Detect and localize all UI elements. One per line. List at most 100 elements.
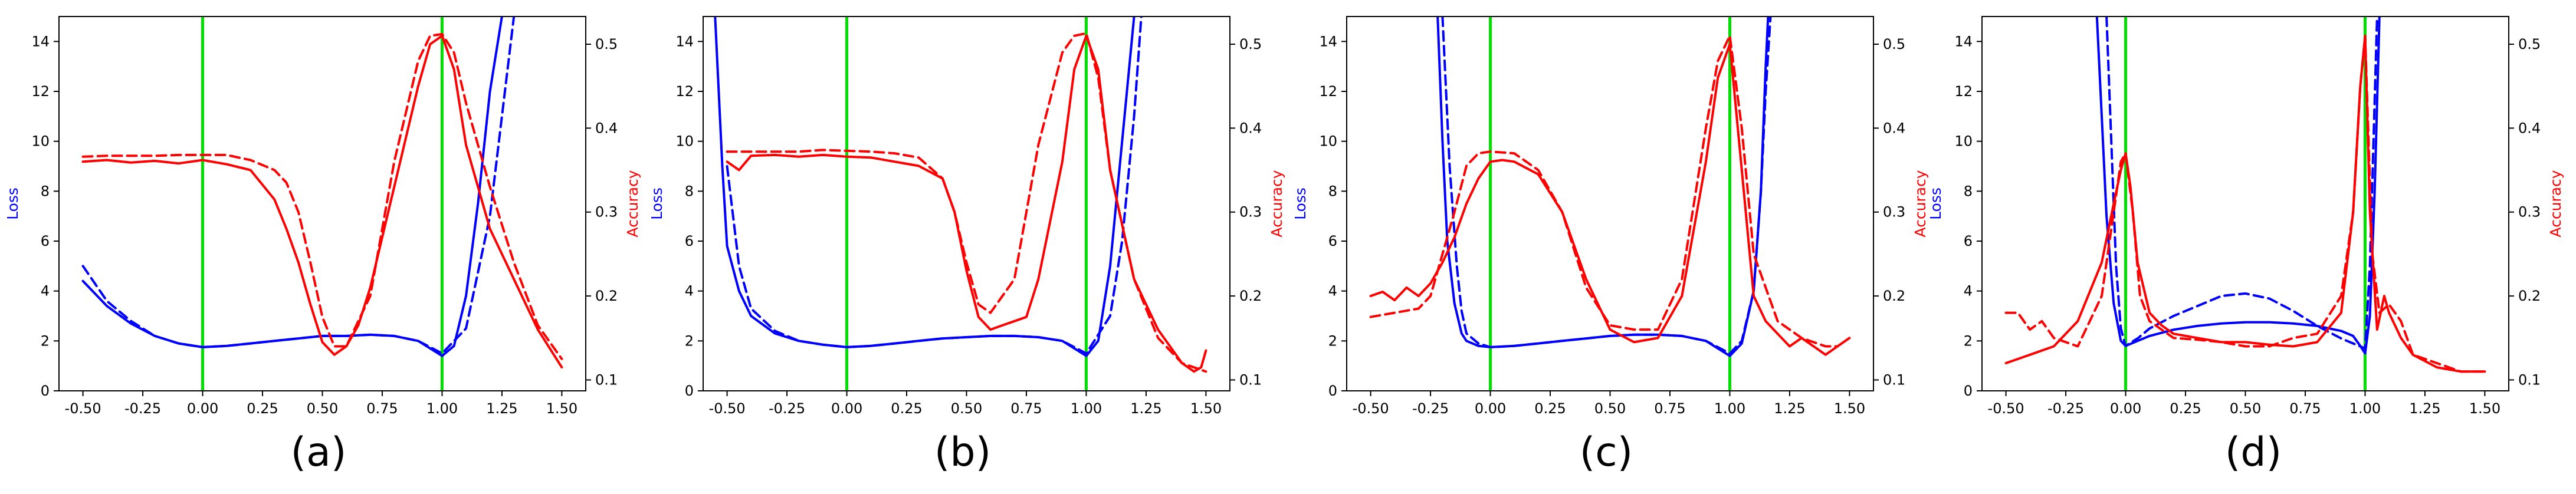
accuracy-dashed-line	[726, 32, 1207, 373]
accuracy-solid-line	[81, 34, 563, 369]
accuracy-tick-label: 0.1	[1239, 371, 1262, 388]
loss-tick-label: 8	[685, 183, 694, 199]
x-tick-label: 1.00	[1071, 400, 1102, 417]
accuracy-tick-label: 0.1	[1883, 371, 1905, 388]
accuracy-tick-label: 0.1	[595, 371, 618, 388]
chart-panel-2: -0.50 -0.25 0.00 0.25 0.50 0.75 1.00 1.25 1.50 0 2…	[648, 16, 1285, 476]
x-tick-label: 0.50	[2230, 400, 2261, 417]
x-tick-label: 1.00	[1714, 400, 1745, 417]
loss-tick-label: 2	[1964, 332, 1973, 349]
loss-dashed-line	[81, 17, 516, 355]
x-tick-label: 0.25	[247, 400, 278, 417]
accuracy-tick-label: 0.5	[595, 36, 618, 52]
accuracy-solid-line	[2004, 34, 2486, 373]
loss-dashed-line	[2105, 17, 2378, 350]
panel-label: (a)	[291, 429, 347, 476]
series-group	[1369, 17, 1851, 357]
accuracy-tick-label: 0.3	[1883, 204, 1905, 220]
accuracy-axis-label: Accuracy	[2547, 170, 2564, 237]
panel-label: (c)	[1580, 429, 1633, 476]
accuracy-solid-line	[726, 34, 1207, 373]
loss-tick-label: 2	[1328, 332, 1337, 349]
loss-tick-label: 10	[1319, 133, 1337, 150]
accuracy-axis-label: Accuracy	[1912, 170, 1929, 237]
loss-dashed-line	[726, 17, 1143, 355]
x-tick-label: 0.75	[366, 400, 398, 417]
loss-tick-label: 0	[41, 383, 50, 399]
accuracy-tick-label: 0.5	[1883, 36, 1905, 52]
chart-panel-1: -0.50 -0.25 0.00 0.25 0.50 0.75 1.00 1.25 1.50 0 2…	[4, 16, 641, 476]
loss-tick-label: 8	[41, 183, 50, 199]
loss-tick-label: 0	[685, 383, 694, 399]
x-tick-label: 1.50	[2469, 400, 2500, 417]
accuracy-dashed-line	[2004, 34, 2486, 373]
loss-solid-line	[2095, 17, 2381, 355]
loss-tick-label: 4	[1328, 283, 1337, 299]
x-tick-label: 0.50	[1594, 400, 1626, 417]
accuracy-tick-label: 0.4	[595, 120, 618, 136]
loss-tick-label: 2	[685, 332, 694, 349]
chart-panel-3: -0.50 -0.25 0.00 0.25 0.50 0.75 1.00 1.25 1.50 0 2…	[1292, 16, 1929, 476]
x-tick-label: 0.00	[2110, 400, 2141, 417]
axes-frame	[1346, 16, 1874, 391]
x-tick-label: 1.25	[2409, 400, 2440, 417]
loss-axis-label: Loss	[1927, 187, 1944, 220]
series-group	[714, 17, 1207, 373]
loss-tick-label: 2	[41, 332, 50, 349]
loss-tick-label: 14	[675, 33, 694, 50]
x-tick-label: 1.00	[426, 400, 458, 417]
chart-panel-4: -0.50 -0.25 0.00 0.25 0.50 0.75 1.00 1.25 1.50 0 2…	[1927, 16, 2564, 476]
loss-tick-label: 10	[675, 133, 694, 150]
accuracy-tick-label: 0.3	[1239, 204, 1262, 220]
accuracy-tick-label: 0.4	[1883, 120, 1905, 136]
accuracy-tick-label: 0.2	[2518, 288, 2541, 304]
loss-tick-label: 12	[675, 83, 694, 100]
loss-tick-label: 14	[31, 33, 50, 50]
loss-tick-label: 6	[685, 233, 694, 249]
x-tick-label: 0.00	[1475, 400, 1506, 417]
loss-solid-line	[714, 17, 1136, 357]
panel-label: (d)	[2225, 429, 2282, 476]
accuracy-tick-label: 0.4	[1239, 120, 1262, 136]
loss-axis-label: Loss	[648, 187, 665, 220]
loss-tick-label: 10	[1954, 133, 1973, 150]
loss-tick-label: 6	[1328, 233, 1337, 249]
x-tick-label: 1.25	[1774, 400, 1805, 417]
accuracy-axis-label: Accuracy	[1268, 170, 1285, 237]
accuracy-axis-label: Accuracy	[624, 170, 641, 237]
series-group	[2004, 17, 2486, 373]
accuracy-tick-label: 0.2	[1239, 288, 1262, 304]
x-tick-label: -0.25	[1412, 400, 1449, 417]
x-tick-label: 0.25	[2170, 400, 2201, 417]
loss-tick-label: 4	[1964, 283, 1973, 299]
accuracy-tick-label: 0.5	[1239, 36, 1262, 52]
loss-tick-label: 6	[41, 233, 50, 249]
loss-tick-label: 10	[31, 133, 50, 150]
accuracy-tick-label: 0.1	[2518, 371, 2541, 388]
accuracy-tick-label: 0.4	[2518, 120, 2541, 136]
loss-solid-line	[81, 17, 503, 357]
loss-axis-label: Loss	[1292, 187, 1309, 220]
loss-tick-label: 6	[1964, 233, 1973, 249]
loss-tick-label: 4	[685, 283, 694, 299]
x-tick-label: -0.50	[1988, 400, 2024, 417]
x-tick-label: 1.25	[486, 400, 517, 417]
loss-tick-label: 4	[41, 283, 50, 299]
loss-tick-label: 0	[1964, 383, 1973, 399]
x-tick-label: 0.75	[1654, 400, 1685, 417]
x-tick-label: 1.50	[1834, 400, 1865, 417]
loss-tick-label: 12	[1319, 83, 1337, 100]
accuracy-solid-line	[1369, 43, 1851, 356]
accuracy-tick-label: 0.2	[1883, 288, 1905, 304]
accuracy-dashed-line	[1369, 34, 1839, 348]
x-tick-label: 1.00	[2349, 400, 2381, 417]
x-tick-label: -0.50	[65, 400, 101, 417]
x-tick-label: 0.00	[187, 400, 218, 417]
x-tick-label: -0.50	[1353, 400, 1389, 417]
loss-axis-label: Loss	[4, 187, 21, 220]
x-tick-label: 0.75	[1010, 400, 1042, 417]
loss-tick-label: 12	[31, 83, 50, 100]
x-tick-label: -0.25	[2047, 400, 2084, 417]
x-tick-label: 0.50	[307, 400, 338, 417]
